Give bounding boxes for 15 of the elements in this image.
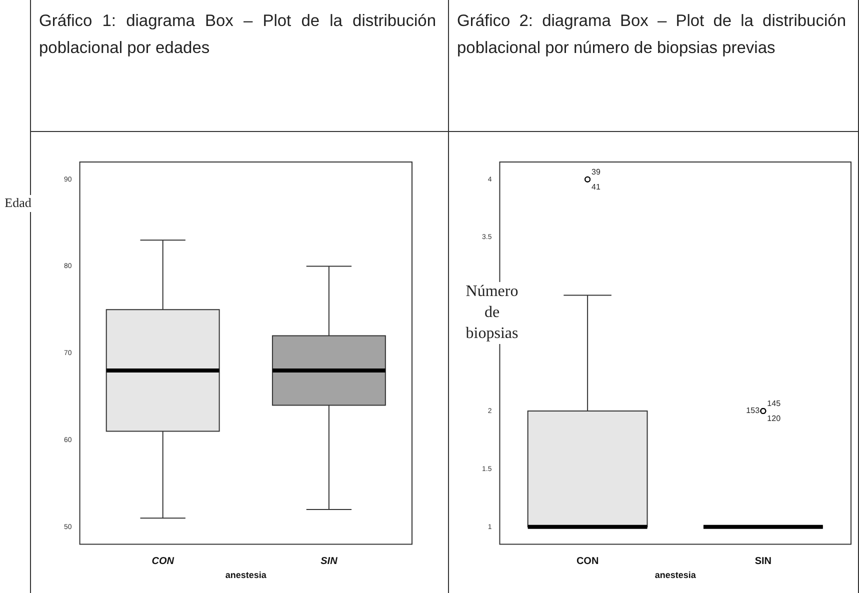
annotation: 145 (767, 399, 782, 408)
x-tick-label: CON (152, 556, 175, 567)
x-axis-title: anestesia (654, 570, 697, 580)
annotation: 39 (592, 168, 601, 177)
annotation: 153 (746, 406, 760, 416)
x-tick-label: SIN (754, 556, 772, 567)
y-axis-title: Número de biopsias (457, 282, 527, 344)
y-axis-title: Edad (1, 195, 35, 212)
x-tick-label: SIN (320, 556, 338, 567)
chart-title: Gráfico 1: diagrama Box – Plot de la distribución poblacional por edades (39, 11, 436, 59)
annotation: 120 (767, 414, 782, 424)
chart-title: Gráfico 2: diagrama Box – Plot de la distribución poblacional por número de biopsias previas (457, 11, 846, 59)
annotation: 41 (592, 182, 601, 192)
x-axis-title: anestesia (225, 570, 268, 580)
x-tick-label: CON (576, 556, 599, 567)
